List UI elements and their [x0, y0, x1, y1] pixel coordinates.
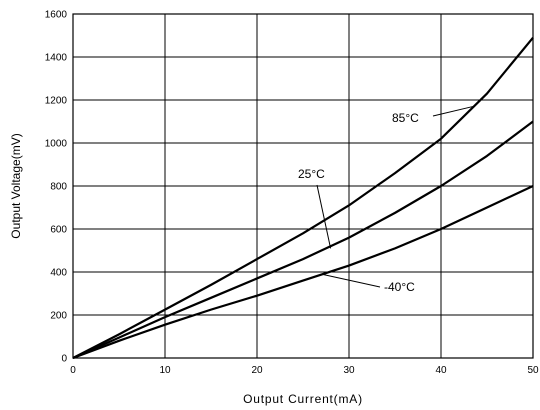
series-line-0	[72, 36, 534, 359]
grid-lines	[72, 13, 534, 359]
y-tick-label: 400	[50, 268, 67, 279]
annotation-leader	[316, 184, 332, 249]
series-annotation-label: 25°C	[298, 167, 325, 181]
annotation-leader	[321, 273, 381, 288]
series-line-2	[72, 185, 534, 360]
annotation-leader	[432, 105, 474, 117]
y-tick-label: 800	[50, 182, 67, 193]
y-tick-label: 1200	[45, 96, 68, 107]
y-tick-label: 1000	[45, 139, 68, 150]
y-tick-label: 200	[50, 311, 67, 322]
x-tick-label: 0	[70, 365, 76, 376]
series-line-1	[72, 120, 534, 360]
x-axis-title: Output Current(mA)	[243, 392, 363, 406]
x-tick-label: 50	[527, 365, 539, 376]
x-tick-label: 30	[343, 365, 355, 376]
y-tick-label: 0	[61, 354, 67, 365]
y-axis-title: Output Voltage(mV)	[9, 133, 23, 238]
series-lines	[72, 36, 534, 360]
x-tick-label: 10	[159, 365, 171, 376]
series-annotations: 85°C 25°C -40°C	[296, 105, 474, 295]
y-tick-label: 600	[50, 225, 67, 236]
y-tick-labels: 0 200 400 600 800 1000 1200 1400 1600	[45, 10, 68, 365]
y-tick-label: 1600	[45, 10, 68, 21]
x-tick-labels: 0 10 20 30 40 50	[70, 365, 539, 376]
series-annotation-label: -40°C	[384, 280, 415, 294]
series-annotation-label: 85°C	[392, 111, 419, 125]
y-tick-label: 1400	[45, 53, 68, 64]
x-tick-label: 40	[435, 365, 447, 376]
x-tick-label: 20	[251, 365, 263, 376]
